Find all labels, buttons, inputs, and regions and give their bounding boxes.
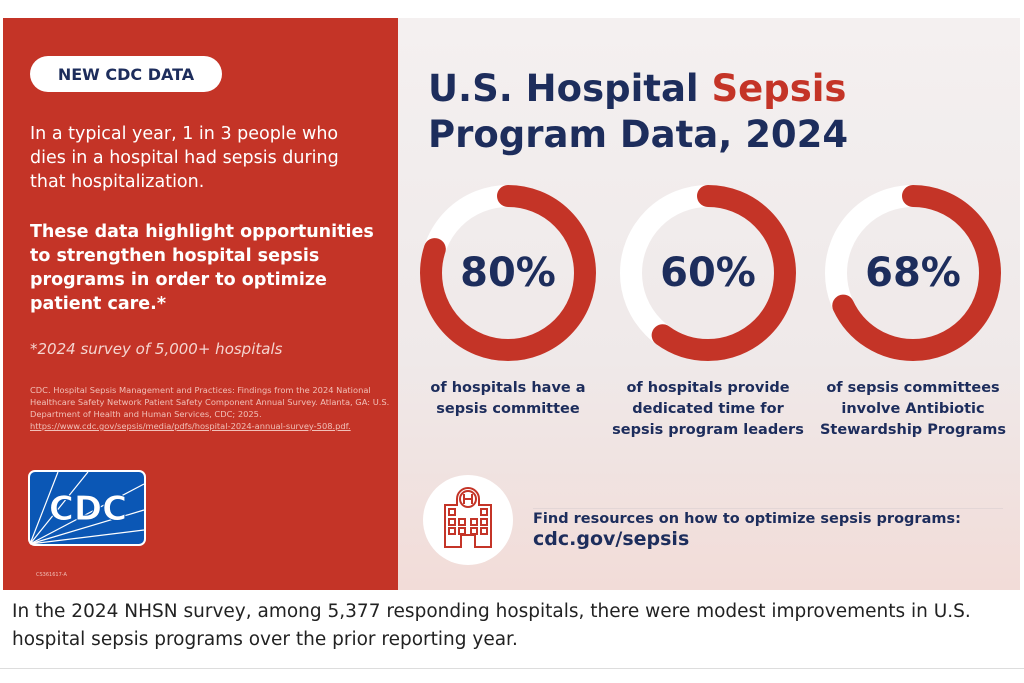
- intro-text: In a typical year, 1 in 3 people who die…: [30, 124, 339, 192]
- hospital-icon: [423, 475, 513, 565]
- stat-value: 68%: [865, 250, 961, 296]
- new-data-badge: NEW CDC DATA: [30, 56, 222, 92]
- stat-ring-committee: 80%: [418, 183, 598, 363]
- stat-value: 80%: [460, 250, 556, 296]
- ring-progress: [420, 185, 596, 361]
- cdc-logo: CDC: [28, 470, 146, 550]
- right-panel: U.S. Hospital Sepsis Program Data, 2024 …: [398, 18, 1020, 590]
- stat-description: of hospitals have a sepsis committee: [430, 380, 586, 417]
- publication-code: CS361617-A: [36, 572, 67, 578]
- infographic: NEW CDC DATA In a typical year, 1 in 3 p…: [3, 18, 1020, 590]
- citation-link[interactable]: https://www.cdc.gov/sepsis/media/pdfs/ho…: [30, 421, 351, 431]
- stat-ring-dedicated-time: 60%: [618, 183, 798, 363]
- left-panel: NEW CDC DATA In a typical year, 1 in 3 p…: [3, 18, 398, 590]
- ring-progress: [620, 185, 796, 361]
- cdc-sepsis-link[interactable]: cdc.gov/sepsis: [533, 528, 690, 550]
- stat-description: of sepsis committees involve Antibiotic …: [819, 380, 1007, 438]
- stat-ring-stewardship: 68%: [823, 183, 1003, 363]
- citation-text: CDC. Hospital Sepsis Management and Prac…: [30, 385, 390, 419]
- highlight-text: These data highlight opportunities to st…: [30, 222, 374, 314]
- ring-progress: [825, 185, 1001, 361]
- survey-note: *2024 survey of 5,000+ hospitals: [30, 340, 283, 358]
- stat-description: of hospitals provide dedicated time for …: [612, 380, 804, 438]
- cdc-logo-text: CDC: [49, 489, 127, 529]
- find-resources-text: Find resources on how to optimize sepsis…: [533, 511, 961, 527]
- citation: CDC. Hospital Sepsis Management and Prac…: [30, 384, 390, 432]
- image-caption: In the 2024 NHSN survey, among 5,377 res…: [12, 601, 971, 650]
- divider: [533, 508, 1003, 509]
- page-title: U.S. Hospital Sepsis Program Data, 2024: [428, 67, 849, 156]
- stat-value: 60%: [660, 250, 756, 296]
- divider: [0, 668, 1024, 669]
